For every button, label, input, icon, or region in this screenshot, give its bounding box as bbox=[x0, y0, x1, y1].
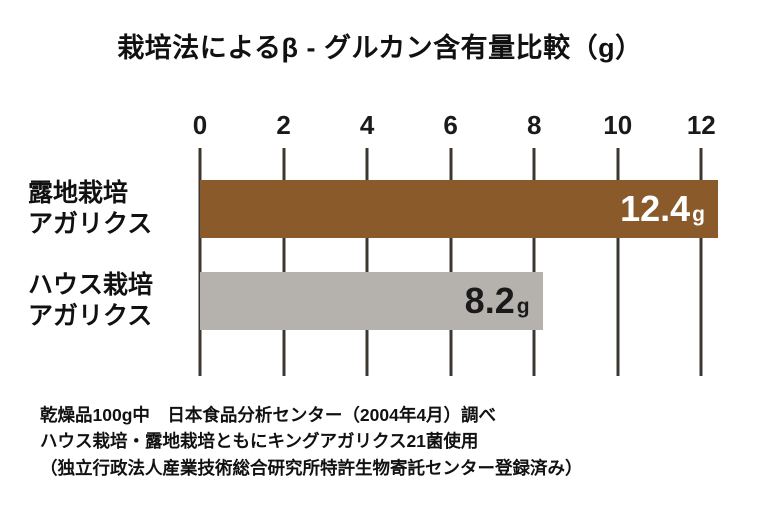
bar-open-field-agaricus: 12.4g bbox=[200, 180, 718, 238]
x-tick-label: 2 bbox=[276, 110, 291, 140]
bar-value-number: 12.4 bbox=[620, 188, 691, 229]
footnote-line: （独立行政法人産業技術総合研究所特許生物寄託センター登録済み） bbox=[40, 457, 583, 478]
gridline bbox=[532, 148, 536, 376]
footnote: 乾燥品100g中 日本食品分析センター（2004年4月）調べ ハウス栽培・露地栽… bbox=[40, 402, 583, 481]
x-tick-label: 8 bbox=[526, 110, 542, 140]
footnote-line: 乾燥品100g中 日本食品分析センター（2004年4月）調べ bbox=[40, 405, 497, 425]
gridline bbox=[699, 148, 703, 376]
category-line: 露地栽培 bbox=[28, 179, 129, 207]
x-tick-label: 12 bbox=[686, 110, 716, 140]
gridline bbox=[616, 148, 620, 376]
category-label-greenhouse: ハウス栽培 アガリクス bbox=[28, 270, 153, 331]
x-tick-label: 0 bbox=[192, 110, 208, 140]
x-tick-label: 4 bbox=[359, 110, 375, 140]
bar-value-unit: g bbox=[516, 295, 530, 318]
bar-greenhouse-agaricus: 8.2g bbox=[200, 272, 543, 330]
category-line: アガリクス bbox=[28, 301, 153, 330]
x-axis: 0 2 4 6 8 10 12 bbox=[193, 110, 718, 146]
gridline bbox=[282, 148, 286, 376]
category-line: アガリクス bbox=[28, 209, 153, 238]
footnote-line: ハウス栽培・露地栽培ともにキングアガリクス21菌使用 bbox=[40, 431, 479, 452]
bar-value-unit: g bbox=[692, 203, 705, 226]
bar-value-label: 12.4g bbox=[620, 191, 705, 227]
gridline bbox=[449, 148, 453, 376]
bar-value-label: 8.2g bbox=[465, 283, 530, 319]
category-line: ハウス栽培 bbox=[28, 271, 154, 299]
chart-title: 栽培法によるβ - グルカン含有量比較（g） bbox=[117, 33, 643, 63]
gridline bbox=[365, 148, 369, 376]
bar-value-number: 8.2 bbox=[464, 280, 515, 321]
plot-area: 12.4g 8.2g bbox=[198, 148, 718, 376]
category-label-open-field: 露地栽培 アガリクス bbox=[28, 178, 152, 239]
x-tick-label: 10 bbox=[603, 110, 633, 140]
x-tick-label: 6 bbox=[443, 110, 458, 140]
gridline bbox=[198, 148, 202, 376]
